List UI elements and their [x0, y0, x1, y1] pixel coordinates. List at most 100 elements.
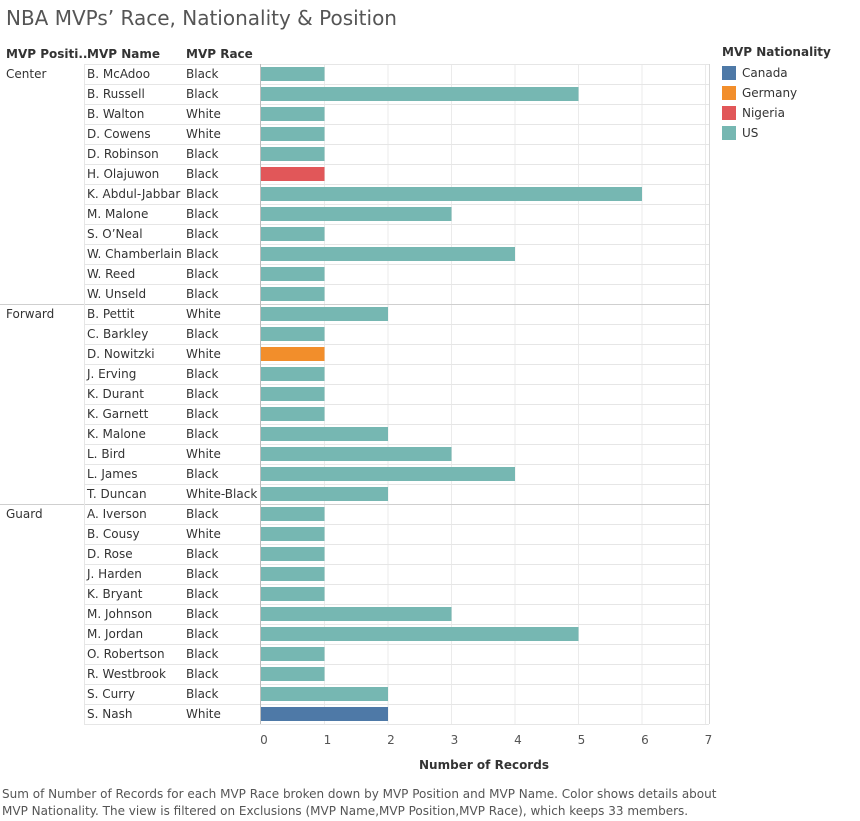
mvp-name-label: H. Olajuwon	[87, 167, 159, 181]
bar[interactable]	[261, 87, 579, 101]
bar[interactable]	[261, 567, 325, 581]
mvp-name-label: D. Cowens	[87, 127, 151, 141]
mvp-name-label: T. Duncan	[86, 487, 147, 501]
position-label: Forward	[6, 307, 54, 321]
mvp-race-label: White	[186, 307, 221, 321]
mvp-name-label: W. Unseld	[87, 287, 146, 301]
mvp-race-label: Black	[186, 407, 219, 421]
mvp-name-label: K. Durant	[87, 387, 144, 401]
bar[interactable]	[261, 227, 325, 241]
mvp-race-label: Black	[186, 227, 219, 241]
legend-item-canada[interactable]: Canada	[722, 63, 831, 83]
mvp-name-label: L. James	[87, 467, 138, 481]
legend-title: MVP Nationality	[722, 45, 831, 59]
mvp-race-label: Black	[186, 67, 219, 81]
legend-label: Germany	[742, 86, 798, 100]
bar[interactable]	[261, 607, 452, 621]
bar[interactable]	[261, 307, 388, 321]
mvp-race-label: White	[186, 347, 221, 361]
bar[interactable]	[261, 67, 325, 81]
bar[interactable]	[261, 287, 325, 301]
mvp-race-label: Black	[186, 207, 219, 221]
mvp-name-label: L. Bird	[87, 447, 125, 461]
mvp-name-label: D. Rose	[87, 547, 133, 561]
mvp-name-label: B. Cousy	[87, 527, 140, 541]
mvp-name-label: S. Nash	[87, 707, 132, 721]
chart-title: NBA MVPs’ Race, Nationality & Position	[6, 6, 397, 30]
mvp-race-label: Black	[186, 607, 219, 621]
mvp-name-label: K. Bryant	[87, 587, 143, 601]
legend: MVP Nationality Canada Germany Nigeria U…	[722, 45, 831, 143]
bar[interactable]	[261, 707, 388, 721]
legend-item-us[interactable]: US	[722, 123, 831, 143]
bar[interactable]	[261, 327, 325, 341]
bar[interactable]	[261, 107, 325, 121]
bar[interactable]	[261, 627, 579, 641]
mvp-race-label: Black	[186, 427, 219, 441]
mvp-race-label: White	[186, 707, 221, 721]
bar[interactable]	[261, 127, 325, 141]
legend-label: US	[742, 126, 759, 140]
mvp-name-label: S. Curry	[87, 687, 135, 701]
mvp-race-label: White	[186, 447, 221, 461]
bar[interactable]	[261, 507, 325, 521]
bar[interactable]	[261, 387, 325, 401]
mvp-name-label: A. Iverson	[87, 507, 147, 521]
bar[interactable]	[261, 547, 325, 561]
x-tick-label: 5	[578, 733, 586, 747]
bar[interactable]	[261, 167, 325, 181]
bar[interactable]	[261, 267, 325, 281]
mvp-race-label: Black	[186, 287, 219, 301]
mvp-race-label: White-Black	[186, 487, 257, 501]
header-name[interactable]: MVP Name	[87, 47, 160, 61]
legend-swatch	[722, 66, 736, 80]
mvp-race-label: Black	[186, 147, 219, 161]
x-tick-label: 2	[387, 733, 395, 747]
bar[interactable]	[261, 647, 325, 661]
chart-caption: Sum of Number of Records for each MVP Ra…	[2, 787, 717, 818]
mvp-name-label: K. Garnett	[87, 407, 149, 421]
bar[interactable]	[261, 687, 388, 701]
mvp-name-label: M. Johnson	[87, 607, 152, 621]
bar[interactable]	[261, 187, 642, 201]
mvp-race-label: Black	[186, 547, 219, 561]
bar[interactable]	[261, 247, 515, 261]
bar[interactable]	[261, 347, 325, 361]
bar[interactable]	[261, 587, 325, 601]
legend-item-nigeria[interactable]: Nigeria	[722, 103, 831, 123]
bar[interactable]	[261, 147, 325, 161]
header-race[interactable]: MVP Race	[186, 47, 253, 61]
bar[interactable]	[261, 467, 515, 481]
x-tick-label: 6	[641, 733, 649, 747]
mvp-name-label: B. Walton	[87, 107, 144, 121]
mvp-name-label: B. Pettit	[87, 307, 135, 321]
mvp-race-label: Black	[186, 627, 219, 641]
bar[interactable]	[261, 407, 325, 421]
mvp-race-label: Black	[186, 567, 219, 581]
legend-item-germany[interactable]: Germany	[722, 83, 831, 103]
bar[interactable]	[261, 367, 325, 381]
bar[interactable]	[261, 207, 452, 221]
x-tick-label: 3	[451, 733, 459, 747]
mvp-race-label: Black	[186, 367, 219, 381]
mvp-race-label: Black	[186, 247, 219, 261]
mvp-name-label: C. Barkley	[87, 327, 148, 341]
mvp-race-label: Black	[186, 187, 219, 201]
bar[interactable]	[261, 527, 325, 541]
mvp-race-label: Black	[186, 327, 219, 341]
x-tick-label: 0	[260, 733, 268, 747]
bar[interactable]	[261, 447, 452, 461]
x-tick-label: 1	[324, 733, 332, 747]
mvp-name-label: J. Erving	[86, 367, 136, 381]
bar[interactable]	[261, 487, 388, 501]
mvp-race-label: White	[186, 127, 221, 141]
mvp-name-label: R. Westbrook	[87, 667, 166, 681]
header-position[interactable]: MVP Positi..	[6, 47, 88, 61]
mvp-name-label: B. Russell	[87, 87, 145, 101]
mvp-name-label: K. Abdul-Jabbar	[87, 187, 180, 201]
bar[interactable]	[261, 667, 325, 681]
bar[interactable]	[261, 427, 388, 441]
mvp-race-label: Black	[186, 507, 219, 521]
mvp-race-label: Black	[186, 687, 219, 701]
